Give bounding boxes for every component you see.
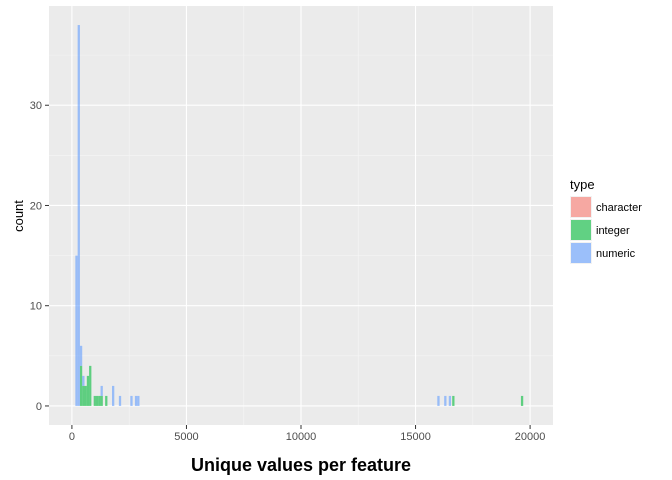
histogram-bar-numeric [82,375,85,386]
histogram-bar-integer [98,395,101,406]
y-tick-label: 0 [36,401,42,413]
histogram-bar-integer [84,385,87,406]
x-axis-ticks: 0 5000 10000 15000 20000 [69,425,546,443]
histogram-bar-integer [520,395,524,406]
x-tick-label: 5000 [174,431,198,443]
histogram-bar-integer [86,375,90,406]
x-tick-label: 0 [69,431,75,443]
y-tick-label: 10 [30,301,42,313]
legend-item-character: character [570,196,642,218]
y-tick-label: 30 [30,100,42,112]
histogram-bar-numeric [137,395,140,406]
histogram-bar-numeric [134,395,138,406]
histogram-bar-numeric [77,25,80,406]
y-axis-title: count [11,200,26,232]
legend-swatch-character [571,197,591,217]
legend: type character integer numeric [570,177,642,264]
histogram-bar-numeric [118,395,122,406]
histogram-bar-numeric [75,255,78,406]
histogram-bar-numeric [100,385,103,396]
histogram-bar-numeric [437,395,440,406]
legend-item-numeric: numeric [570,242,636,264]
histogram-bar-integer [82,385,85,406]
y-axis-ticks: 0 10 20 30 [30,100,49,413]
histogram-bar-integer [79,365,83,406]
histogram-bar-integer [105,395,108,406]
legend-label-numeric: numeric [596,248,636,260]
x-tick-label: 20000 [515,431,546,443]
histogram-bar-numeric [130,395,133,406]
x-tick-label: 10000 [286,431,317,443]
histogram-bar-numeric [112,385,115,406]
histogram-bar-integer [89,365,92,406]
histogram-bar-numeric [79,345,83,366]
legend-swatch-numeric [571,243,591,263]
legend-label-integer: integer [596,225,630,237]
histogram-bar-numeric [444,395,447,406]
legend-title: type [570,177,595,192]
x-axis-title: Unique values per feature [191,455,411,475]
histogram-bar-numeric [448,395,452,406]
x-tick-label: 15000 [400,431,431,443]
histogram-bar-integer [95,395,99,406]
legend-label-character: character [596,202,642,214]
legend-item-integer: integer [570,219,630,241]
histogram-bar-integer [452,395,455,406]
histogram-bars [75,25,524,406]
legend-swatch-integer [571,220,591,240]
histogram-bar-integer [93,395,96,406]
grid-major [49,6,553,425]
histogram-bar-integer [100,395,103,406]
y-tick-label: 20 [30,200,42,212]
